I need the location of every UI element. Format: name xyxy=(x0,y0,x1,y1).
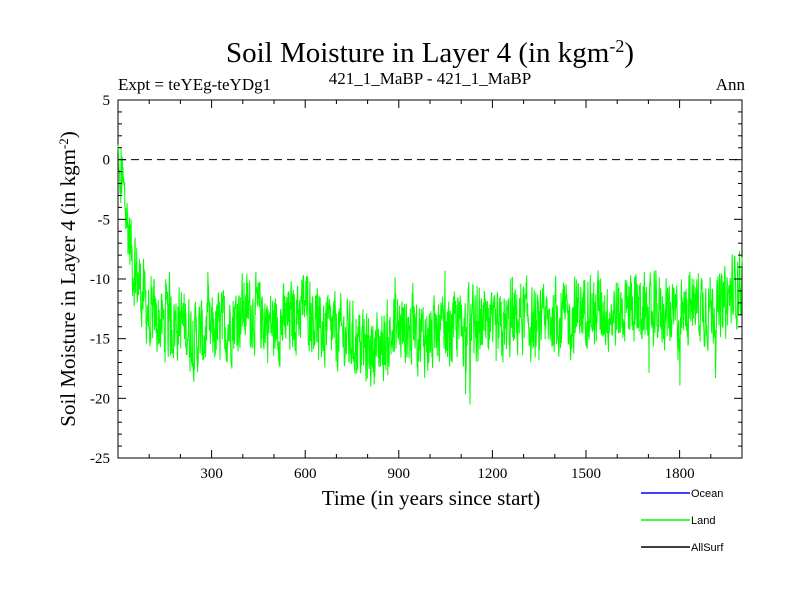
y-axis: 5 0 -5 -10 -15 -20 -25 xyxy=(90,93,742,467)
y-tick-label: -5 xyxy=(98,212,111,228)
experiment-label: Expt = teYEg-teYDg1 xyxy=(118,75,271,94)
legend-label-land: Land xyxy=(691,515,715,527)
legend-label-ocean: Ocean xyxy=(691,488,723,500)
plot-frame xyxy=(117,99,743,459)
y-axis-label: Soil Moisture in Layer 4 (in kgm-2) xyxy=(56,131,81,426)
chart-title: Soil Moisture in Layer 4 (in kgm-2) xyxy=(226,36,634,69)
period-label: 421_1_MaBP - 421_1_MaBP xyxy=(329,69,531,88)
chart-title-superscript: -2 xyxy=(609,36,624,56)
y-tick-label: 5 xyxy=(103,93,111,109)
x-tick-label: 600 xyxy=(294,466,317,482)
y-tick-label: -15 xyxy=(90,332,110,348)
y-axis-label-superscript: -2 xyxy=(56,138,71,149)
x-axis-label: Time (in years since start) xyxy=(322,486,541,510)
x-tick-label: 1200 xyxy=(477,466,507,482)
y-tick-label: 0 xyxy=(103,153,111,169)
y-tick-label: -25 xyxy=(90,451,110,467)
legend-label-allsurf: AllSurf xyxy=(691,542,724,554)
x-axis: 300 600 900 1200 1500 1800 xyxy=(148,100,712,482)
y-tick-label: -20 xyxy=(90,391,110,407)
legend: Ocean Land AllSurf xyxy=(641,488,724,554)
y-tick-label: -10 xyxy=(90,272,110,288)
x-tick-label: 900 xyxy=(388,466,411,482)
series-line-land xyxy=(117,144,743,405)
x-tick-label: 1500 xyxy=(571,466,601,482)
season-label: Ann xyxy=(716,75,746,94)
x-tick-label: 300 xyxy=(200,466,223,482)
x-tick-label: 1800 xyxy=(665,466,695,482)
